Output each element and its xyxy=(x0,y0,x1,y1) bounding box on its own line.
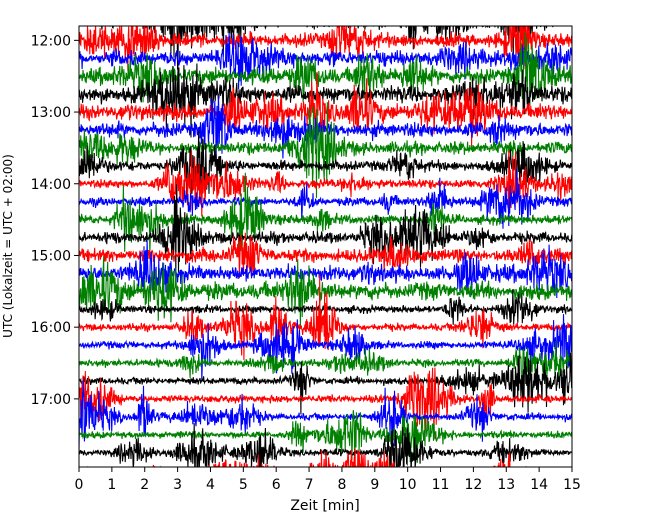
trace-row xyxy=(79,423,572,467)
x-tick-label: 1 xyxy=(107,477,116,493)
trace-row xyxy=(79,341,572,382)
x-tick-label: 14 xyxy=(530,477,548,493)
y-tick-label: 16:00 xyxy=(31,320,71,336)
trace-row xyxy=(79,379,572,452)
x-tick-label: 0 xyxy=(75,477,84,493)
x-tick-label: 5 xyxy=(239,477,248,493)
x-tick-label: 2 xyxy=(140,477,149,493)
trace-row xyxy=(79,63,572,138)
x-tick-label: 12 xyxy=(464,477,482,493)
x-axis-label: Zeit [min] xyxy=(290,498,359,514)
y-tick-label: 13:00 xyxy=(31,105,71,121)
trace-row xyxy=(79,274,572,361)
trace-row xyxy=(79,240,572,299)
x-tick-label: 11 xyxy=(432,477,450,493)
x-tick-label: 3 xyxy=(173,477,182,493)
trace-row xyxy=(79,367,572,440)
seismic-traces xyxy=(79,26,572,467)
x-tick-label: 13 xyxy=(497,477,515,493)
x-tick-label: 8 xyxy=(337,477,346,493)
trace-row xyxy=(79,32,572,90)
trace-row xyxy=(79,256,572,329)
trace-row xyxy=(79,26,572,71)
trace-row xyxy=(79,149,572,217)
trace-row xyxy=(79,410,572,463)
y-axis: 12:00 13:00 14:00 15:00 16:00 17:00 xyxy=(31,33,79,408)
trace-row xyxy=(79,131,572,198)
trace-row xyxy=(79,71,572,147)
x-tick-label: 6 xyxy=(272,477,281,493)
y-axis-label: UTC (Lokalzeit = UTC + 02:00) xyxy=(1,154,15,338)
x-tick-label: 9 xyxy=(370,477,379,493)
y-tick-label: 14:00 xyxy=(31,177,71,193)
trace-row xyxy=(79,352,572,415)
trace-row xyxy=(79,102,572,198)
x-tick-label: 15 xyxy=(563,477,581,493)
x-axis: 0 1 2 3 4 5 6 7 8 9 10 11 12 13 14 15 xyxy=(75,467,581,493)
x-tick-label: 4 xyxy=(206,477,215,493)
trace-row xyxy=(79,168,572,229)
trace-row xyxy=(79,314,572,382)
x-tick-label: 10 xyxy=(399,477,417,493)
trace-row xyxy=(79,172,572,256)
trace-row xyxy=(79,94,572,160)
y-tick-label: 12:00 xyxy=(31,33,71,49)
trace-row xyxy=(79,184,572,276)
x-tick-label: 7 xyxy=(305,477,314,493)
y-tick-label: 17:00 xyxy=(31,392,71,408)
y-tick-label: 15:00 xyxy=(31,248,71,264)
trace-row xyxy=(79,232,572,279)
plot-frame xyxy=(78,25,573,468)
